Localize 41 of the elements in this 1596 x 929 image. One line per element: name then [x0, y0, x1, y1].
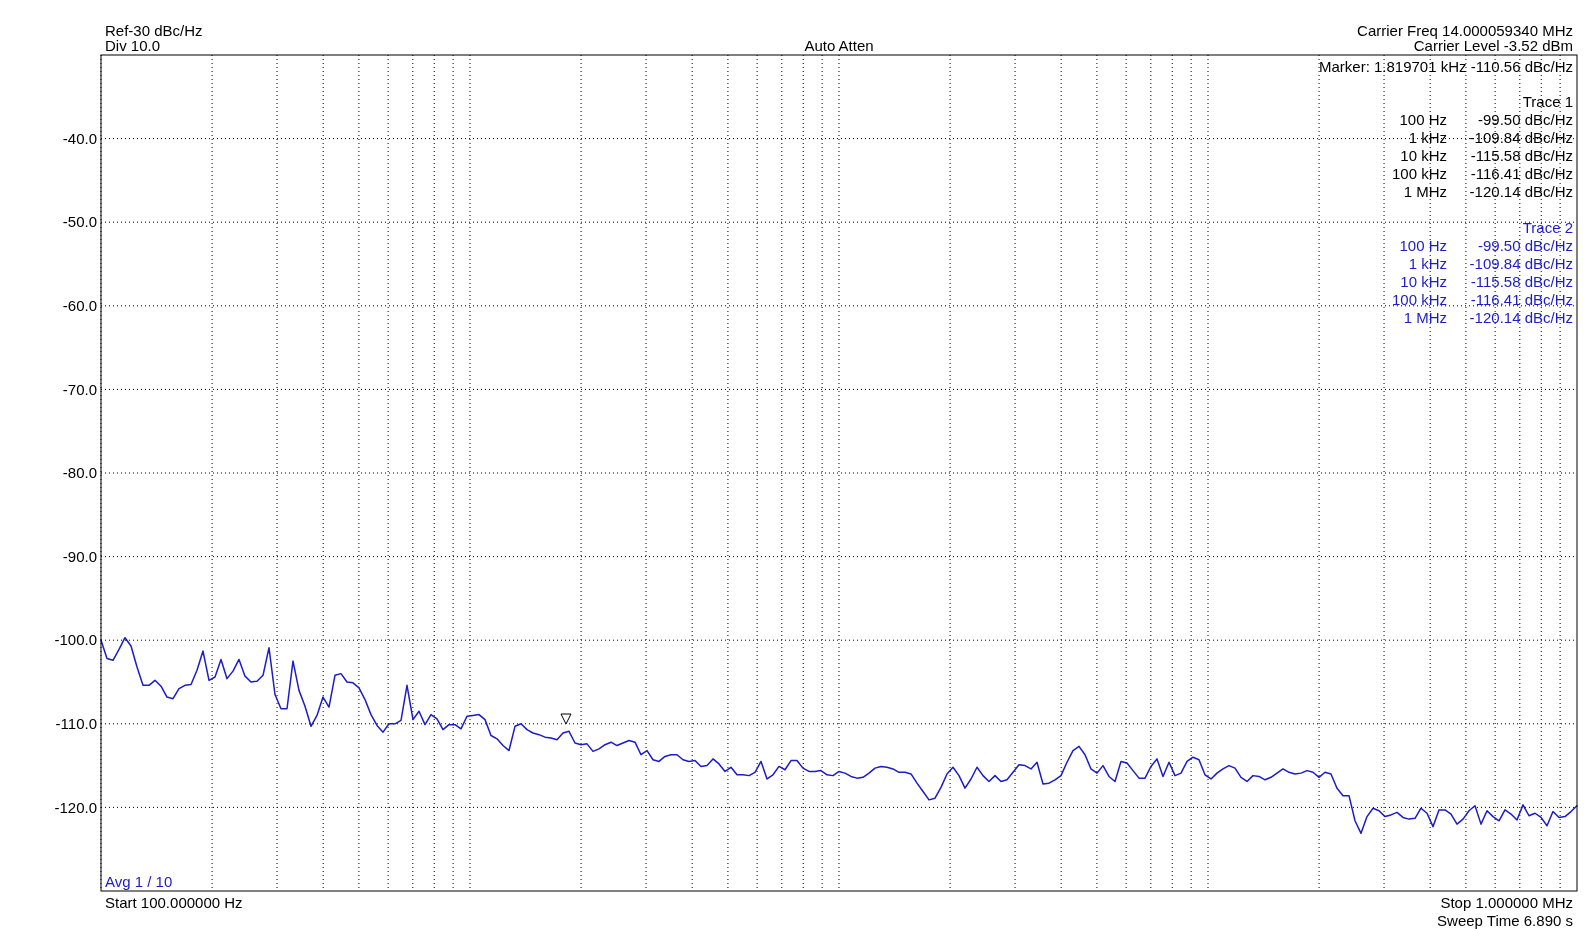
y-tick-label: -110.0	[55, 715, 97, 733]
annotation: -116.41 dBc/Hz	[1470, 165, 1573, 182]
annotation: 100 Hz	[1399, 237, 1447, 254]
annotation: -120.14 dBc/Hz	[1469, 183, 1573, 200]
annotation: -115.58 dBc/Hz	[1470, 147, 1573, 164]
annotation: -99.50 dBc/Hz	[1477, 111, 1573, 128]
text: Stop 1.000000 MHz	[1440, 894, 1573, 911]
y-tick-label: -70.0	[62, 380, 97, 398]
annotation: Marker: 1.819701 kHz -110.56 dBc/Hz	[1318, 58, 1573, 75]
annotation: Trace 1	[1522, 93, 1573, 110]
annotation: Avg 1 / 10	[105, 873, 173, 890]
text: Carrier Freq 14.000059340 MHz	[1357, 22, 1573, 39]
annotation: 1 kHz	[1408, 129, 1447, 146]
annotation: -116.41 dBc/Hz	[1470, 291, 1573, 308]
annotation: 100 kHz	[1391, 291, 1447, 308]
annotation: Trace 2	[1522, 219, 1573, 236]
annotation: -115.58 dBc/Hz	[1470, 273, 1573, 290]
annotation: 100 Hz	[1399, 111, 1447, 128]
annotation: 100 kHz	[1391, 165, 1447, 182]
text: Div 10.0	[105, 37, 161, 54]
annotation: -120.14 dBc/Hz	[1469, 309, 1573, 326]
annotation: 1 MHz	[1403, 183, 1447, 200]
annotation: -109.84 dBc/Hz	[1469, 129, 1573, 146]
annotation: 1 kHz	[1408, 255, 1447, 272]
text: Auto Atten	[804, 37, 874, 54]
y-tick-label: -50.0	[62, 213, 97, 231]
y-tick-label: -80.0	[62, 464, 97, 482]
y-tick-label: -90.0	[62, 547, 97, 565]
text: Start 100.000000 Hz	[105, 894, 243, 911]
text: Ref-30 dBc/Hz	[105, 22, 203, 39]
line-series	[100, 636, 1578, 835]
annotation: 1 MHz	[1403, 309, 1447, 326]
y-tick-label: -120.0	[54, 798, 97, 816]
y-tick-label: -40.0	[62, 129, 97, 147]
text: Sweep Time 6.890 s	[1437, 912, 1573, 929]
annotation: -109.84 dBc/Hz	[1469, 255, 1573, 272]
annotation: 10 kHz	[1400, 273, 1447, 290]
y-tick-label: -60.0	[62, 297, 97, 315]
y-tick-label: -100.0	[54, 631, 97, 649]
annotation: -99.50 dBc/Hz	[1477, 237, 1573, 254]
annotation: 10 kHz	[1400, 147, 1447, 164]
